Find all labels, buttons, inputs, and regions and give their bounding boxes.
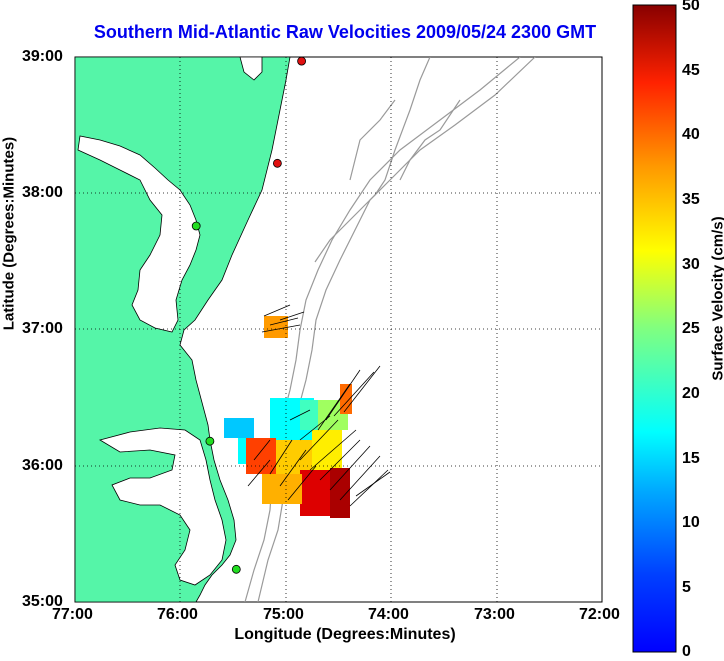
x-axis-label: Longitude (Degrees:Minutes) — [180, 626, 510, 644]
colorbar-tick: 30 — [682, 256, 700, 274]
colorbar-tick: 10 — [682, 514, 700, 532]
x-tick-label: 77:00 — [52, 606, 93, 624]
x-tick-label: 74:00 — [368, 606, 409, 624]
colorbar-tick: 35 — [682, 191, 700, 209]
colorbar-tick: 50 — [682, 0, 700, 15]
y-tick-label: 39:00 — [22, 48, 63, 66]
y-tick-label: 36:00 — [22, 457, 63, 475]
y-tick-label: 38:00 — [22, 184, 63, 202]
x-tick-label: 75:00 — [263, 606, 304, 624]
colorbar — [633, 5, 676, 652]
y-tick-label: 37:00 — [22, 320, 63, 338]
station-marker — [232, 565, 240, 573]
station-marker — [206, 437, 214, 445]
x-tick-label: 72:00 — [579, 606, 620, 624]
x-tick-label: 73:00 — [474, 606, 515, 624]
colorbar-tick: 40 — [682, 126, 700, 144]
colorbar-label: Surface Velocity (cm/s) — [710, 199, 724, 399]
colorbar-tick: 45 — [682, 62, 700, 80]
colorbar-tick: 20 — [682, 385, 700, 403]
colorbar-tick: 5 — [682, 579, 691, 597]
station-marker — [192, 222, 200, 230]
x-tick-label: 76:00 — [157, 606, 198, 624]
colorbar-tick: 0 — [682, 643, 691, 661]
y-axis-label: Latitude (Degrees:Minutes) — [1, 134, 18, 334]
colorbar-tick: 25 — [682, 320, 700, 338]
station-marker — [273, 159, 281, 167]
station-marker — [298, 57, 306, 65]
colorbar-tick: 15 — [682, 450, 700, 468]
